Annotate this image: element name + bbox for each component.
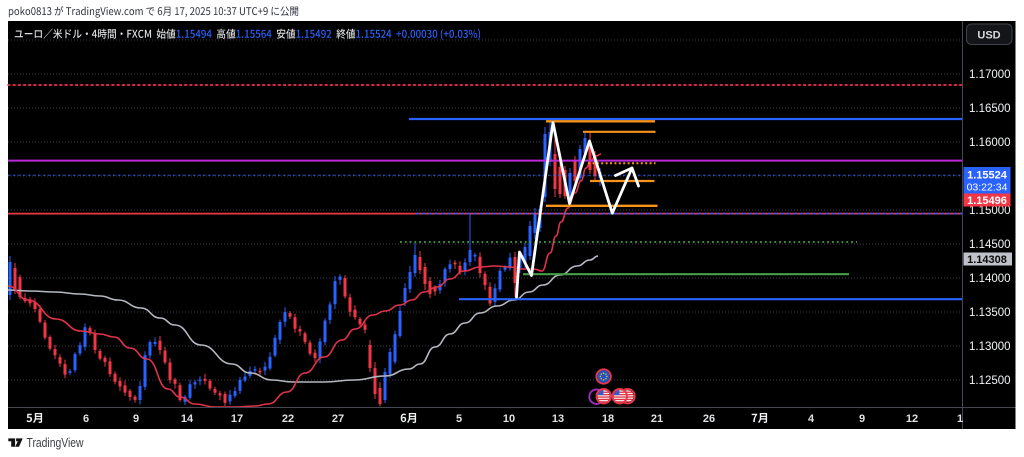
svg-text:1: 1 xyxy=(957,413,963,425)
svg-text:12: 12 xyxy=(906,413,918,425)
svg-text:6: 6 xyxy=(83,413,89,425)
svg-text:1.16000: 1.16000 xyxy=(969,137,1011,149)
svg-text:18: 18 xyxy=(602,413,614,425)
svg-text:03:22:34: 03:22:34 xyxy=(967,182,1008,194)
svg-text:9: 9 xyxy=(133,413,139,425)
svg-text:26: 26 xyxy=(703,413,715,425)
svg-text:14: 14 xyxy=(181,413,194,425)
svg-text:1.14500: 1.14500 xyxy=(969,239,1011,251)
svg-text:22: 22 xyxy=(282,413,294,425)
svg-text:1.15000: 1.15000 xyxy=(969,205,1011,217)
svg-text:1.14308: 1.14308 xyxy=(967,254,1007,266)
svg-text:1.13500: 1.13500 xyxy=(969,307,1011,319)
svg-text:1.15524: 1.15524 xyxy=(967,170,1008,182)
svg-text:10: 10 xyxy=(503,413,515,425)
svg-text:13: 13 xyxy=(552,413,564,425)
svg-text:4: 4 xyxy=(808,413,815,425)
svg-text:1.13000: 1.13000 xyxy=(969,341,1011,353)
svg-text:1.17000: 1.17000 xyxy=(969,69,1011,81)
svg-text:USD: USD xyxy=(977,30,1000,42)
svg-text:1.16500: 1.16500 xyxy=(969,103,1011,115)
svg-text:27: 27 xyxy=(332,413,344,425)
svg-text:5: 5 xyxy=(456,413,462,425)
svg-text:TradingView: TradingView xyxy=(27,435,85,450)
svg-text:9: 9 xyxy=(859,413,865,425)
svg-text:17: 17 xyxy=(231,413,243,425)
svg-text:21: 21 xyxy=(651,413,663,425)
svg-text:1.12500: 1.12500 xyxy=(969,375,1011,387)
svg-text:1.15496: 1.15496 xyxy=(967,195,1007,207)
svg-text:1.14000: 1.14000 xyxy=(969,273,1011,285)
